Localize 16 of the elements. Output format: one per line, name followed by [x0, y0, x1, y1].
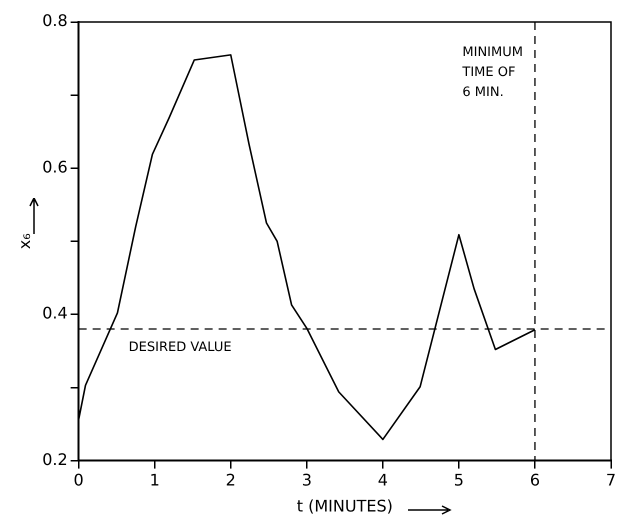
x-tick-label: 2	[226, 470, 236, 490]
x-tick-label: 3	[302, 470, 312, 490]
x-axis-title: t (MINUTES)	[296, 496, 393, 516]
x-tick-label: 0	[74, 470, 84, 490]
x-tick-label: 5	[454, 470, 464, 490]
ref-line-label: MINIMUM TIME OF 6 MIN.	[461, 44, 523, 100]
x-tick-label: 6	[530, 470, 540, 490]
ref-line-label: DESIRED VALUE	[128, 340, 232, 355]
y-tick-label: 0.2	[42, 450, 68, 469]
y-tick-label: 0.8	[42, 11, 68, 30]
x-tick-label: 7	[606, 470, 616, 490]
x-tick-label: 1	[150, 470, 160, 490]
y-axis-title: x₆	[14, 233, 34, 250]
x-tick-label: 4	[378, 470, 388, 490]
y-tick-label: 0.4	[42, 304, 68, 323]
y-tick-label: 0.6	[42, 157, 68, 176]
